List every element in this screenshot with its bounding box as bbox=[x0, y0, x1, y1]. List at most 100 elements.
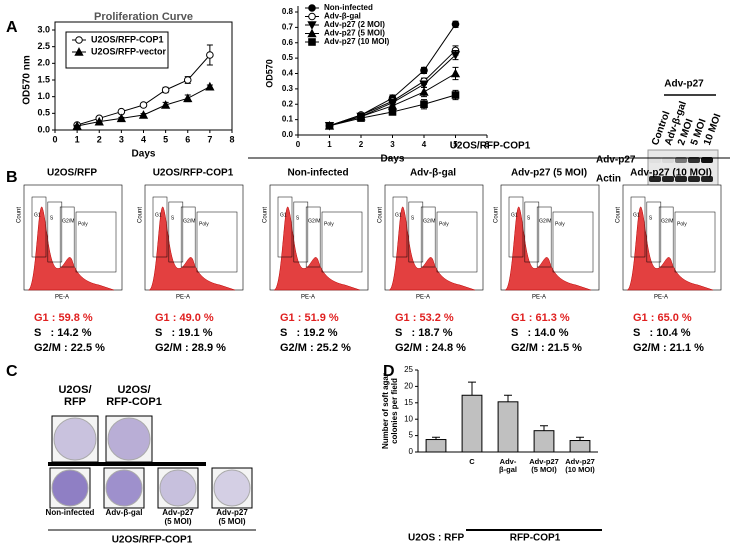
x-tick-label: 2 bbox=[97, 134, 102, 144]
flow-y-label: Count bbox=[494, 207, 500, 223]
gate bbox=[293, 201, 309, 263]
flow-x-label: PE-A bbox=[301, 295, 315, 301]
marker bbox=[161, 86, 170, 94]
gate-label: G2/M bbox=[62, 218, 74, 224]
gate-label: Poly bbox=[324, 221, 334, 227]
g2m-stat: G2/M : 21.1 % bbox=[633, 342, 704, 354]
x-tick-label: C bbox=[469, 458, 475, 466]
gate bbox=[508, 196, 524, 258]
gate bbox=[408, 201, 424, 263]
gate-label: Poly bbox=[439, 221, 449, 227]
y-tick-label: 5 bbox=[409, 431, 414, 440]
x-tick-label-box: C bbox=[469, 458, 475, 466]
bar bbox=[497, 401, 519, 453]
x-tick-label: Adv-p27 (10 MOI) bbox=[565, 458, 595, 475]
y-tick-label: 0.5 bbox=[37, 108, 50, 118]
g1-stat: G1 : 59.8 % bbox=[34, 312, 93, 324]
marker bbox=[205, 81, 215, 91]
gate-label: S bbox=[649, 215, 653, 221]
g1-stat: G1 : 61.3 % bbox=[511, 312, 570, 324]
marker bbox=[419, 87, 429, 96]
flow-x-label: PE-A bbox=[654, 295, 668, 301]
marker bbox=[206, 51, 214, 59]
gate-label: Poly bbox=[78, 221, 88, 227]
y-tick-label: 1.0 bbox=[37, 91, 50, 101]
marker bbox=[183, 76, 192, 84]
marker bbox=[75, 36, 83, 44]
y-tick-label: 0.8 bbox=[282, 7, 294, 16]
flow-y-label: Count bbox=[263, 207, 269, 223]
colony-bottom-label-box: Adv-p27 (5 MOI) bbox=[162, 509, 194, 526]
colony-top-label-box: U2OS/ RFP bbox=[58, 384, 92, 409]
x-tick-label: 8 bbox=[229, 134, 234, 144]
gate-label: S bbox=[411, 215, 415, 221]
flow-x-label: PE-A bbox=[55, 295, 69, 301]
y-tick-label: 0.3 bbox=[282, 84, 294, 93]
x-tick-label-box: Adv-p27 (5 MOI) bbox=[529, 458, 559, 475]
blot-band bbox=[675, 176, 687, 182]
marker bbox=[72, 121, 82, 130]
flow-sample-name: Adv-β-gal bbox=[410, 168, 456, 179]
colony-bottom-label: Non-infected bbox=[45, 509, 95, 517]
s-stat: S : 18.7 % bbox=[395, 327, 453, 339]
group-label: RFP-COP1 bbox=[510, 533, 561, 544]
blot-row-label: Adv-p27 bbox=[596, 155, 636, 166]
gate-label: S bbox=[527, 215, 531, 221]
histogram-area bbox=[273, 206, 361, 291]
gate-label: Poly bbox=[555, 221, 565, 227]
colony-bottom-label-box: Adv-p27 (5 MOI) bbox=[216, 509, 248, 526]
colony-top-label: U2OS/ RFP bbox=[58, 384, 92, 409]
marker bbox=[450, 68, 461, 78]
g1-stat: G1 : 49.0 % bbox=[155, 312, 214, 324]
marker bbox=[419, 80, 429, 90]
y-tick-label: 0.5 bbox=[282, 53, 294, 62]
histogram-area bbox=[504, 206, 592, 291]
marker bbox=[116, 113, 127, 123]
y-tick-label: 0.1 bbox=[282, 115, 294, 124]
legend-label: Adv-p27 (5 MOI) bbox=[324, 29, 385, 38]
gate-label: Poly bbox=[677, 221, 687, 227]
gate bbox=[646, 201, 662, 263]
x-tick-label: Adv-p27 (5 MOI) bbox=[529, 458, 559, 475]
gate-label: S bbox=[50, 215, 54, 221]
g2m-stat: G2/M : 24.8 % bbox=[395, 342, 466, 354]
s-stat: S : 19.1 % bbox=[155, 327, 213, 339]
gate-label: G2/M bbox=[183, 218, 195, 224]
marker bbox=[94, 116, 104, 126]
blot-header: Adv-p27 bbox=[664, 79, 704, 90]
blot-band bbox=[701, 176, 713, 182]
gate bbox=[536, 206, 552, 268]
s-stat: S : 14.2 % bbox=[34, 327, 92, 339]
x-tick-label: 0 bbox=[52, 134, 57, 144]
histogram-area bbox=[27, 206, 115, 291]
s-stat: S : 14.0 % bbox=[511, 327, 569, 339]
y-tick-label: 2.0 bbox=[37, 58, 50, 68]
y-axis-label: OD570 bbox=[264, 59, 274, 88]
y-tick-label: 20 bbox=[404, 382, 413, 391]
panel-label: C bbox=[6, 363, 18, 380]
panel-label: D bbox=[383, 363, 395, 380]
y-axis-label: OD570 nm bbox=[22, 55, 33, 105]
flow-x-label: PE-A bbox=[176, 295, 190, 301]
marker bbox=[420, 100, 428, 109]
gate bbox=[630, 196, 646, 258]
legend-frame bbox=[65, 31, 169, 69]
colony-bottom-label: Adv-p27 (5 MOI) bbox=[216, 509, 248, 526]
blot-band bbox=[649, 176, 661, 182]
x-tick-label: 3 bbox=[390, 140, 395, 149]
histogram-area bbox=[626, 206, 714, 291]
colony-footer: U2OS/RFP-COP1 bbox=[112, 535, 193, 546]
y-tick-label: 0.6 bbox=[282, 38, 294, 47]
plate-well bbox=[159, 469, 197, 507]
x-tick-label: 4 bbox=[141, 134, 146, 144]
colony-bottom-label: Adv-β-gal bbox=[105, 509, 143, 517]
colony-bottom-label: Adv-p27 (5 MOI) bbox=[162, 509, 194, 526]
flow-y-label: Count bbox=[378, 207, 384, 223]
gate-label: G1 bbox=[633, 212, 640, 218]
g1-stat: G1 : 65.0 % bbox=[633, 312, 692, 324]
marker bbox=[307, 21, 317, 30]
plate-well bbox=[107, 417, 151, 461]
legend-label: Adv-p27 (10 MOI) bbox=[324, 37, 390, 46]
marker bbox=[139, 101, 148, 109]
